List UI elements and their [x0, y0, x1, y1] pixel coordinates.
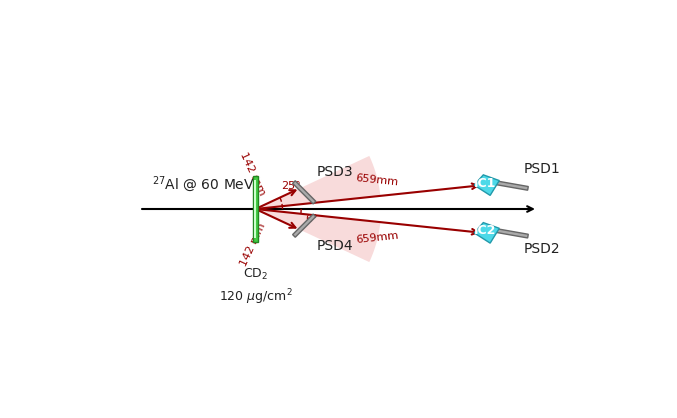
Polygon shape [292, 181, 315, 204]
Text: 120 $\mu$g/cm$^2$: 120 $\mu$g/cm$^2$ [219, 288, 292, 308]
Text: 659mm: 659mm [355, 173, 399, 188]
Text: CD$_2$: CD$_2$ [243, 267, 268, 282]
Text: 142 mm: 142 mm [238, 221, 267, 268]
Text: 6°: 6° [305, 214, 318, 224]
Polygon shape [292, 214, 315, 237]
Text: 142 mm: 142 mm [238, 150, 267, 197]
Text: $^{27}$Al @ 60 MeV: $^{27}$Al @ 60 MeV [152, 174, 255, 194]
Polygon shape [474, 175, 500, 195]
Text: IC2: IC2 [473, 224, 496, 237]
Polygon shape [255, 209, 380, 262]
Bar [253, 176, 258, 242]
Text: PSD4: PSD4 [317, 240, 353, 253]
Polygon shape [255, 156, 380, 209]
Text: PSD3: PSD3 [317, 165, 353, 178]
Text: PSD2: PSD2 [524, 242, 561, 257]
Bar [254, 180, 255, 238]
Text: IC1: IC1 [473, 176, 496, 189]
Polygon shape [491, 228, 528, 238]
Text: 659mm: 659mm [355, 230, 399, 245]
Text: PSD1: PSD1 [524, 161, 561, 176]
Text: 25°: 25° [281, 181, 301, 191]
Polygon shape [474, 223, 500, 243]
Polygon shape [491, 180, 528, 190]
